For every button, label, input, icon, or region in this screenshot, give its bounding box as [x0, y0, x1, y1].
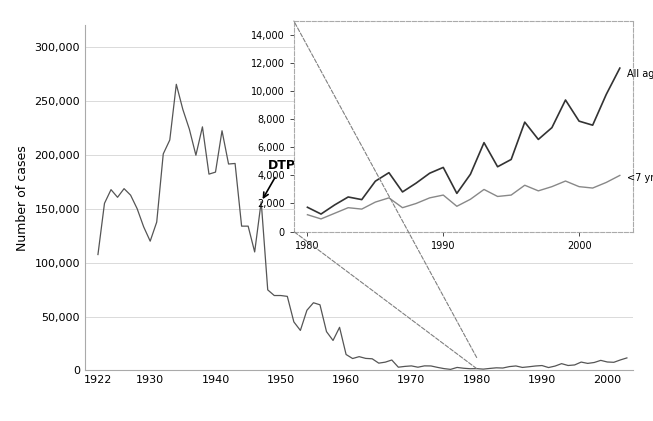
Text: DTP: DTP: [264, 159, 296, 197]
Text: <7 yr: <7 yr: [627, 173, 653, 183]
Y-axis label: Number of cases: Number of cases: [16, 145, 29, 251]
Text: All ag: All ag: [627, 69, 653, 80]
